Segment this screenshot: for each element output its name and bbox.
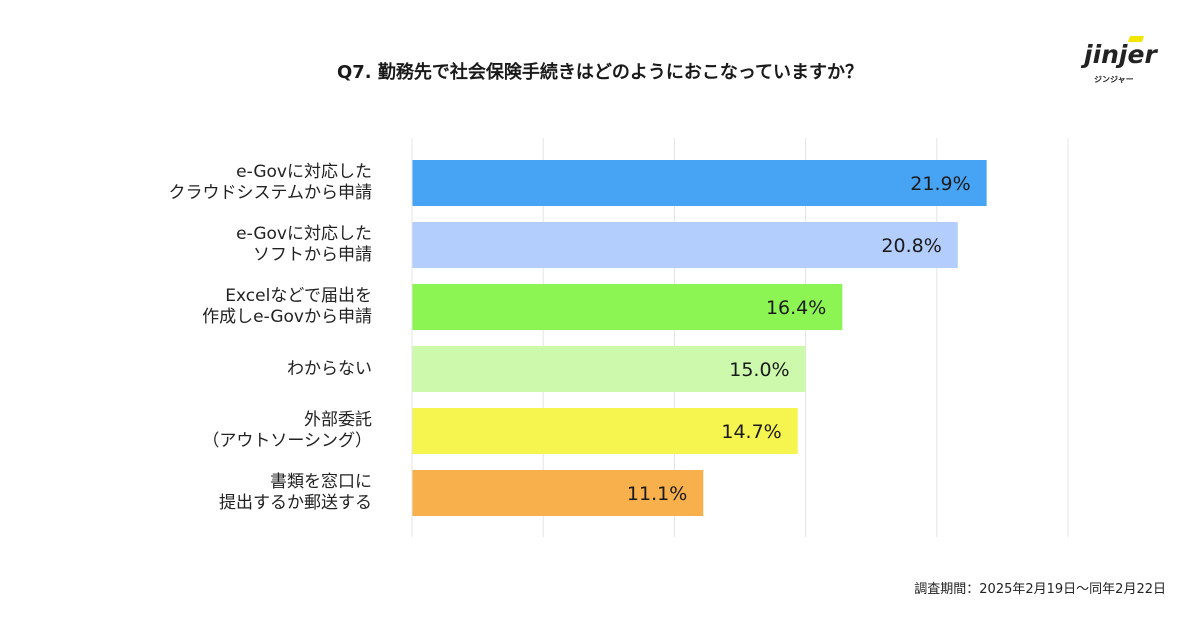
bar — [412, 346, 806, 392]
bar — [412, 222, 958, 268]
jinjer-logo: jinjer ジンジャー — [1082, 34, 1158, 90]
bar — [412, 408, 798, 454]
category-label: わからない — [287, 358, 372, 379]
data-label: 16.4% — [766, 297, 826, 319]
category-label: e-Govに対応した クラウドシステムから申請 — [168, 162, 373, 203]
bar — [412, 160, 987, 206]
category-label: 書類を窓口に 提出するか郵送する — [219, 472, 372, 513]
chart-title: Q7. 勤務先で社会保険手続きはどのようにおこなっていますか？ — [336, 62, 864, 83]
data-label: 11.1% — [627, 483, 687, 505]
bar — [412, 284, 843, 330]
logo-subtitle: ジンジャー — [1094, 75, 1134, 84]
logo-word: jinjer — [1084, 40, 1157, 69]
bar — [412, 470, 704, 516]
data-label: 20.8% — [881, 235, 941, 257]
data-label: 21.9% — [910, 173, 970, 195]
category-label: e-Govに対応した ソフトから申請 — [236, 224, 372, 265]
category-label: 外部委託 （アウトソーシング） — [202, 410, 372, 451]
data-label: 15.0% — [729, 359, 789, 381]
data-label: 14.7% — [721, 421, 781, 443]
category-label: Excelなどで届出を 作成しe-Govから申請 — [202, 286, 372, 327]
survey-period-note: 調査期間：2025年2月19日〜同年2月22日 — [914, 582, 1166, 597]
